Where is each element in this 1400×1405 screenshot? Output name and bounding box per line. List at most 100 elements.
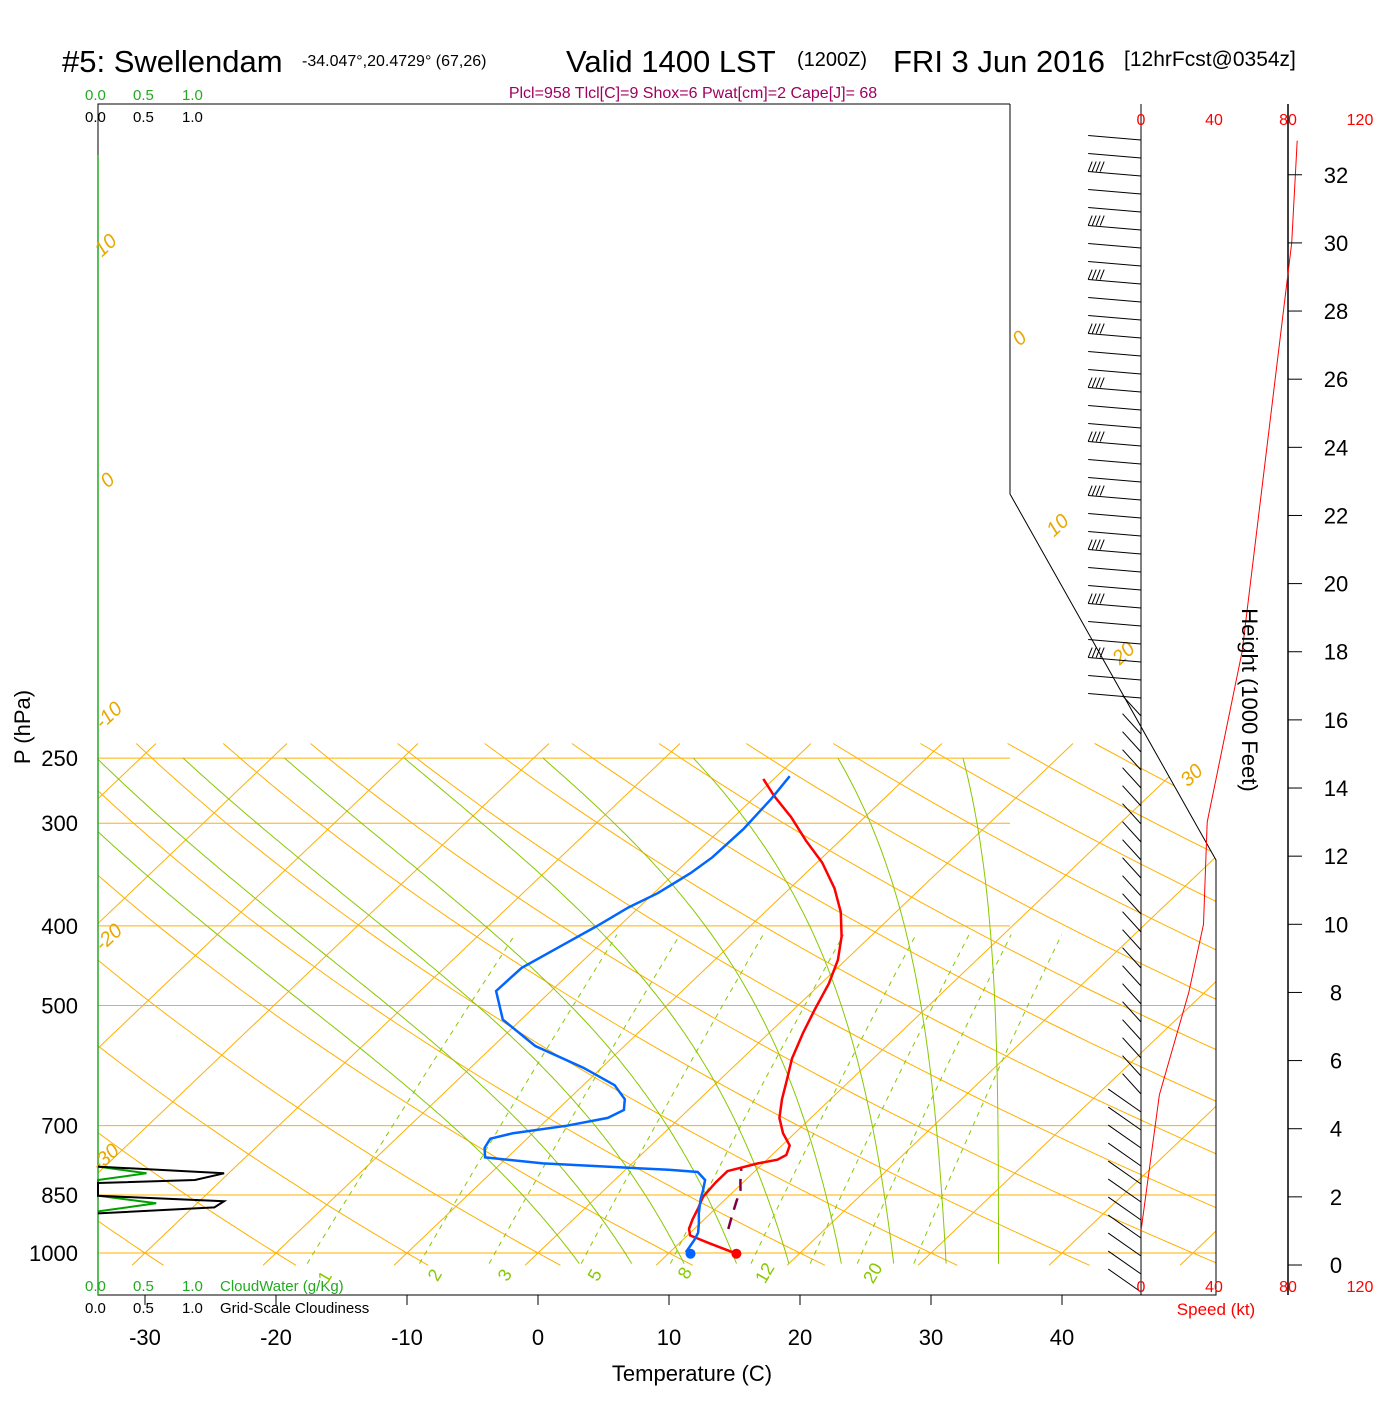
mixing-ratio-label: 8: [674, 1264, 696, 1283]
isotherm-line: [262, 743, 812, 1266]
height-tick-label: 10: [1324, 912, 1348, 937]
isotherm-label: -10: [91, 698, 127, 734]
isotherm-line: [1048, 743, 1216, 1266]
station-title: #5: Swellendam: [62, 44, 283, 79]
wind-barb: [1107, 1232, 1142, 1257]
wind-barb: [1122, 1073, 1142, 1095]
mixing-ratio-line: [856, 934, 1012, 1264]
dry-adiabat-line: [98, 743, 164, 1266]
wind-barb: [1088, 513, 1142, 519]
mixing-ratio-line: [488, 934, 681, 1264]
moist-adiabat-lines: [98, 757, 999, 1264]
surface-temperature-dot: [731, 1248, 742, 1259]
wind-barb: [1122, 911, 1142, 933]
isotherm-label: 0: [96, 469, 119, 493]
wind-barb: [1122, 785, 1142, 807]
y-tick-label: 400: [41, 914, 78, 939]
wind-barb: [1088, 351, 1142, 357]
x-tick-label: 30: [919, 1325, 943, 1350]
x-tick-label: 10: [657, 1325, 681, 1350]
wind-barb: [1107, 1088, 1142, 1113]
dry-adiabat-line: [98, 743, 297, 1266]
cloudiness-top-ticks: 0.0 0.5 1.0: [85, 109, 203, 126]
wind-barbs: [1087, 135, 1142, 1293]
mixing-ratio-labels: 1 2 3 5 8 12 20: [314, 1259, 887, 1286]
wind-speed-profile: [1140, 140, 1298, 1231]
isotherm-line: [1311, 744, 1400, 1266]
height-tick-label: 16: [1324, 708, 1348, 733]
moist-adiabat-line: [542, 757, 842, 1264]
dewpoint-profile: [483, 775, 791, 1259]
wind-barb: [1087, 215, 1142, 231]
isotherm-line: [98, 743, 419, 1266]
cloudwater-tick: 1.0: [182, 1278, 203, 1295]
wind-barb: [1122, 1019, 1142, 1041]
mixing-ratio-label: 12: [751, 1259, 778, 1286]
wind-barb: [1088, 207, 1142, 213]
isotherm-lines: [98, 743, 1400, 1266]
isotherm-line: [98, 743, 288, 1266]
wind-barb: [1088, 639, 1142, 645]
cloudiness-tick: 1.0: [182, 1300, 203, 1317]
wind-barb: [1088, 693, 1142, 699]
dry-adiabat-line: [98, 743, 561, 1266]
wind-barb: [1122, 857, 1142, 879]
x-tick-label: 40: [1050, 1325, 1074, 1350]
dry-adiabat-line: [484, 743, 1216, 1266]
moist-adiabat-line: [693, 757, 895, 1264]
x-tick-label: 0: [532, 1325, 544, 1350]
wind-barb: [1122, 695, 1142, 717]
wind-barb: [1087, 485, 1142, 501]
speed-tick: 120: [1347, 112, 1374, 129]
valid-date: FRI 3 Jun 2016: [893, 44, 1105, 79]
cloudiness-line: [97, 1165, 228, 1215]
moist-adiabat-line: [837, 757, 947, 1264]
isotherm-line: [524, 743, 1074, 1266]
height-tick-label: 26: [1324, 367, 1348, 392]
height-tick-label: 0: [1330, 1253, 1342, 1278]
wind-barb: [1088, 531, 1142, 537]
wind-barb: [1122, 749, 1142, 771]
moist-adiabat-line: [284, 757, 737, 1264]
cloudwater-tick: 0.0: [85, 1278, 106, 1295]
mixing-ratio-line: [913, 934, 1063, 1264]
isotherm-label: 0: [1008, 327, 1031, 351]
surface-dewpoint-dot: [685, 1248, 696, 1259]
speed-ticks-top: 0 40 80 120: [1137, 112, 1374, 129]
isotherm-line: [917, 743, 1216, 1266]
wind-barb: [1088, 585, 1142, 591]
isotherm-label: 10: [90, 230, 121, 261]
mixing-ratio-line: [750, 934, 917, 1264]
cloudiness-tick: 0.5: [133, 1300, 154, 1317]
wind-barb: [1088, 369, 1142, 375]
cloudwater-top-ticks: 0.0 0.5 1.0: [85, 87, 203, 104]
wind-barb: [1107, 1250, 1142, 1275]
wind-barb: [1122, 1037, 1142, 1059]
wind-barb: [1107, 1160, 1142, 1185]
wind-barb: [1087, 431, 1142, 447]
height-tick-label: 2: [1330, 1185, 1342, 1210]
wind-barb: [1087, 647, 1142, 663]
dry-adiabat-line: [1356, 744, 1400, 1266]
forecast-info: [12hrFcst@0354z]: [1124, 48, 1296, 71]
wind-barb: [1122, 929, 1142, 951]
wind-barb: [1088, 135, 1142, 141]
wind-barb: [1122, 1001, 1142, 1023]
cloudiness-bottom-ticks: 0.0 0.5 1.0 Grid-Scale Cloudiness: [85, 1300, 369, 1317]
x-tick-label: -10: [391, 1325, 423, 1350]
dry-adiabat-line: [310, 743, 1216, 1266]
station-coords: -34.047°,20.4729° (67,26): [302, 53, 486, 70]
moist-adiabat-line: [182, 757, 685, 1264]
wind-barb: [1088, 243, 1142, 249]
wind-barb: [1122, 839, 1142, 861]
wind-barb: [1122, 713, 1142, 735]
mixing-ratio-line: [580, 934, 764, 1264]
dry-adiabat-line: [571, 743, 1216, 1266]
cloudwater-tick: 0.5: [133, 1278, 154, 1295]
height-tick-label: 20: [1324, 572, 1348, 597]
dry-adiabat-line: [1181, 743, 1216, 1266]
dry-adiabat-line: [920, 743, 1216, 1266]
zulu-time: (1200Z): [797, 49, 867, 71]
wind-barb: [1122, 965, 1142, 987]
